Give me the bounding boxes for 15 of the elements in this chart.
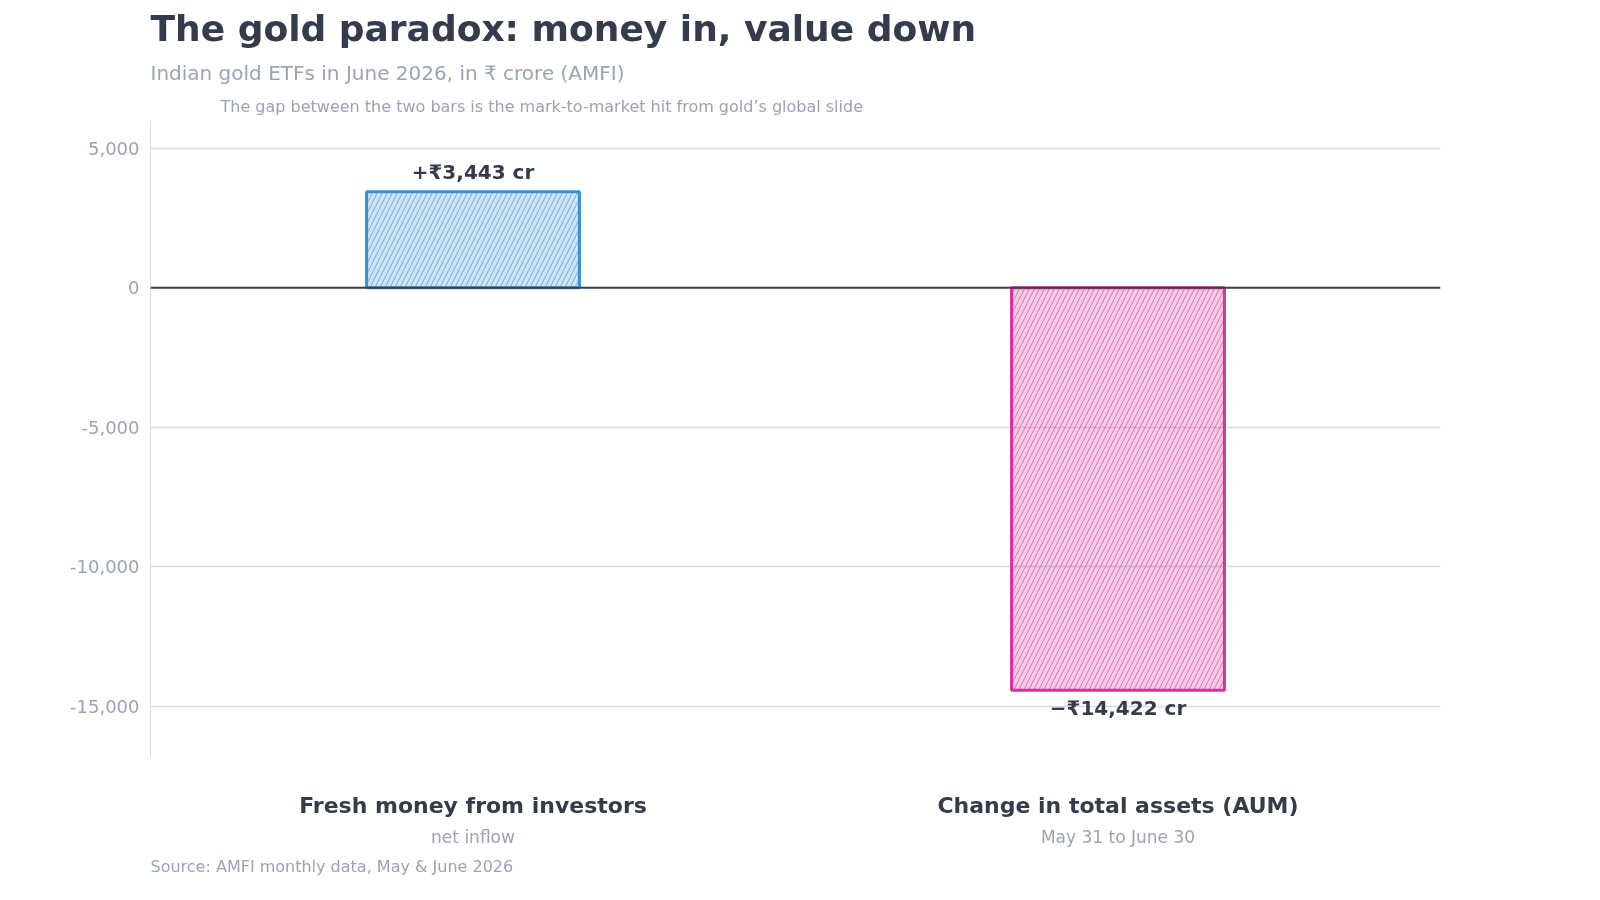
y-tick-label: -5,000	[81, 416, 140, 438]
y-tick-label: -10,000	[70, 556, 140, 578]
y-tick-label: 0	[128, 277, 140, 299]
source-note: Source: AMFI monthly data, May & June 2026	[150, 856, 514, 876]
text: May 31 to June 30	[1040, 826, 1196, 847]
data-label: −₹14,422 cr	[1049, 696, 1187, 721]
x-tick-label: Fresh money from investors	[299, 792, 647, 818]
text: The gap between the two bars is the mark-to-market hit from gold’s global slide	[219, 96, 864, 116]
chart-title: The gold paradox: money in, value down	[150, 7, 977, 49]
data-label: +₹3,443 cr	[411, 159, 535, 184]
y-tick-label: -15,000	[70, 695, 140, 717]
y-tick-label: 5,000	[87, 137, 140, 159]
chart-subtitle: Indian gold ETFs in June 2026, in ₹ crore (AMFI)	[150, 60, 625, 85]
text: net inflow	[431, 826, 515, 847]
x-tick-label: Change in total assets (AUM)	[937, 792, 1299, 818]
